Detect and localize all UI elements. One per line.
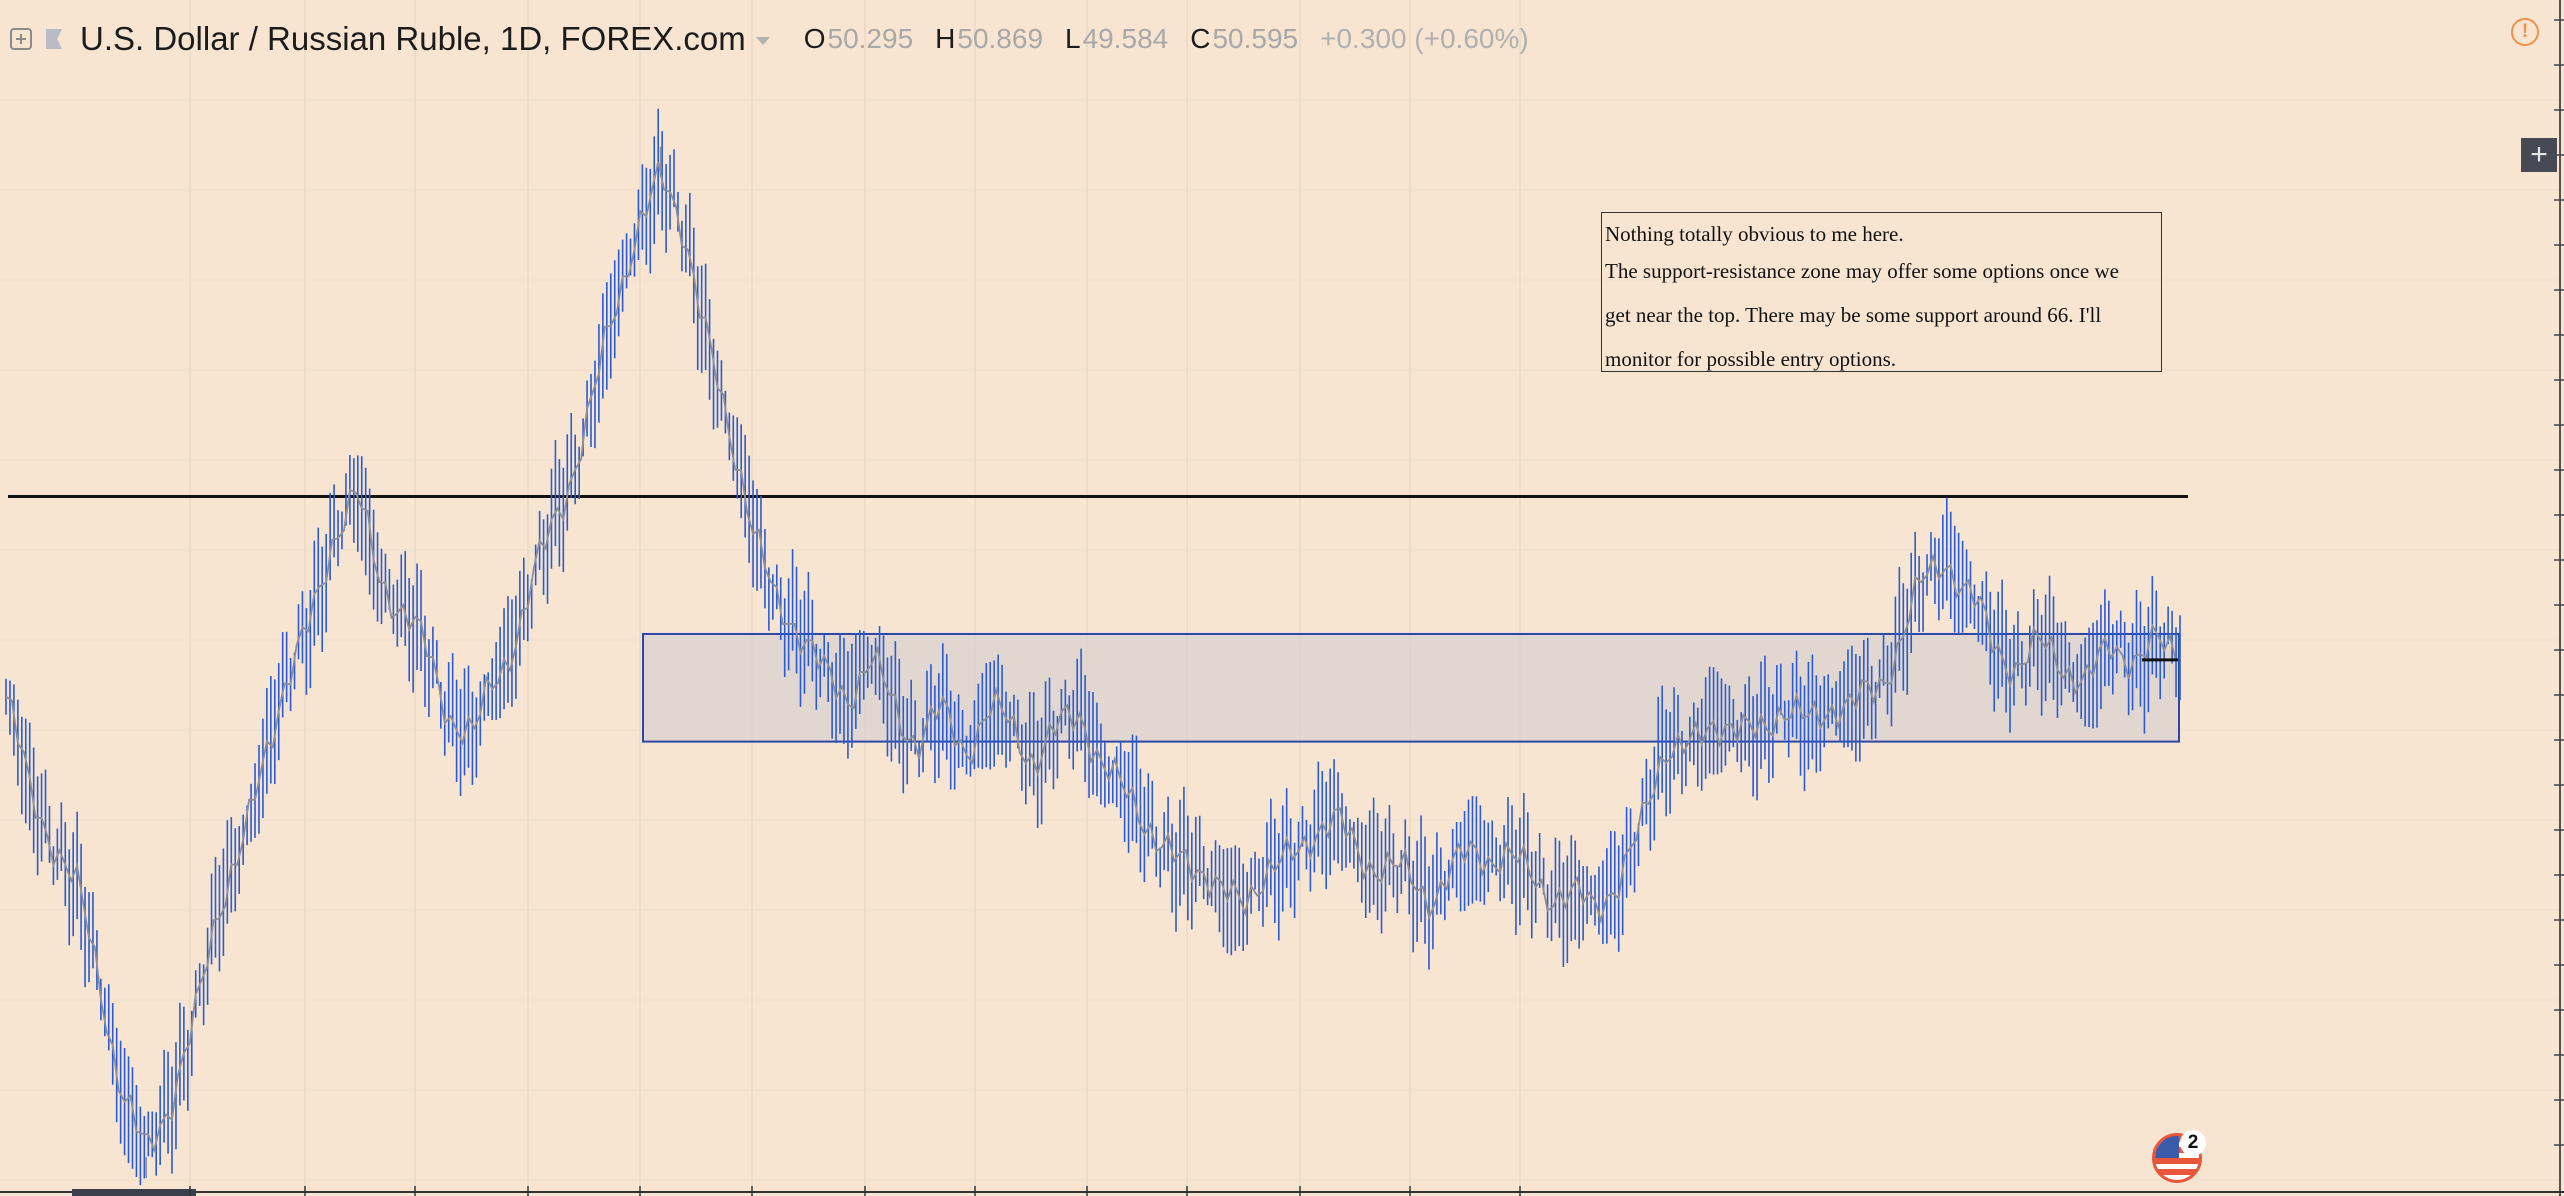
chart-header: U.S. Dollar / Russian Ruble, 1D, FOREX.c… (10, 14, 1529, 64)
high-value: 50.869 (957, 23, 1044, 54)
time-range-marker (72, 1189, 196, 1196)
note-line: get near the top. There may be some supp… (1605, 303, 2102, 327)
text-note[interactable]: Nothing totally obvious to me here. The … (1601, 212, 2162, 372)
low-label: L (1065, 23, 1081, 54)
expand-plus-icon[interactable] (10, 28, 32, 50)
support-resistance-zone[interactable] (642, 632, 2180, 743)
low-value: 49.584 (1082, 23, 1169, 54)
price-change: +0.300 (+0.60%) (1320, 23, 1529, 54)
price-line (5, 161, 2177, 1154)
note-line: Nothing totally obvious to me here. (1605, 222, 1904, 246)
flag-icon[interactable] (46, 29, 62, 49)
warning-circle-icon[interactable]: ! (2511, 18, 2539, 46)
note-line: The support-resistance zone may offer so… (1605, 259, 2119, 283)
notification-count[interactable]: 2 (2180, 1130, 2206, 1156)
open-label: O (803, 23, 826, 54)
high-label: H (935, 23, 956, 54)
note-line: monitor for possible entry options. (1605, 347, 1897, 371)
caret-down-icon[interactable] (755, 37, 770, 45)
close-label: C (1190, 23, 1211, 54)
plus-icon[interactable]: + (2521, 138, 2557, 172)
ohlc-values: O50.295 H50.869 L49.584 C50.595 (804, 23, 1320, 55)
price-candles (5, 108, 2181, 1186)
close-value: 50.595 (1212, 23, 1299, 54)
open-value: 50.295 (827, 23, 914, 54)
symbol-title[interactable]: U.S. Dollar / Russian Ruble, 1D, FOREX.c… (80, 20, 746, 57)
